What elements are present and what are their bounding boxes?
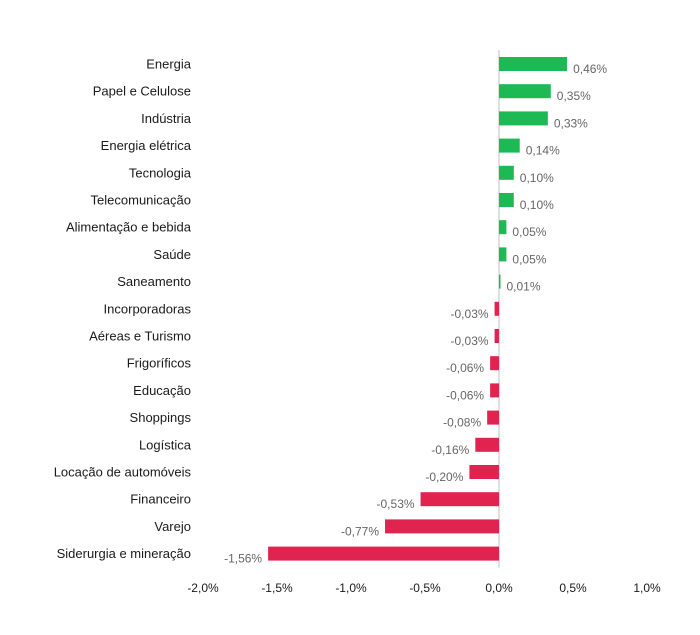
data-label: 0,14% bbox=[526, 144, 560, 158]
bar-3 bbox=[499, 138, 520, 153]
category-label: Educação bbox=[133, 383, 191, 398]
data-label: -0,20% bbox=[425, 470, 463, 484]
data-labels-group: 0,46% 0,35% 0,33% 0,14% 0,10% 0,10% 0,05% 0,05%… bbox=[224, 62, 607, 566]
category-label: Aéreas e Turismo bbox=[89, 329, 191, 344]
bar-13 bbox=[487, 410, 499, 425]
data-label: 0,10% bbox=[520, 171, 554, 185]
bar-4 bbox=[499, 165, 514, 180]
x-tick-label: 0,0% bbox=[485, 581, 513, 595]
bar-9 bbox=[494, 301, 499, 316]
bar-7 bbox=[499, 247, 507, 262]
bar-2 bbox=[499, 111, 548, 126]
data-label: 0,10% bbox=[520, 198, 554, 212]
category-label: Energia bbox=[146, 57, 192, 72]
category-label: Energia elétrica bbox=[101, 138, 192, 153]
bar-18 bbox=[268, 546, 499, 561]
x-tick-label: 1,0% bbox=[633, 581, 661, 595]
data-label: -0,03% bbox=[451, 307, 489, 321]
x-tick-label: 0,5% bbox=[559, 581, 587, 595]
data-label: -0,53% bbox=[377, 497, 415, 511]
category-label: Financeiro bbox=[130, 492, 191, 507]
data-label: -0,06% bbox=[446, 388, 484, 402]
bar-15 bbox=[469, 465, 499, 479]
bar-8 bbox=[499, 274, 501, 289]
category-label: Locação de automóveis bbox=[54, 465, 192, 480]
category-label: Telecomunicação bbox=[91, 193, 191, 208]
category-label: Saneamento bbox=[117, 274, 191, 289]
data-label: -1,56% bbox=[224, 552, 262, 566]
data-label: 0,05% bbox=[512, 225, 546, 239]
x-axis-tick-labels: -2,0% -1,5% -1,0% -0,5% 0,0% 0,5% 1,0% bbox=[187, 581, 661, 595]
category-label: Siderurgia e mineração bbox=[57, 546, 191, 561]
data-label: 0,33% bbox=[554, 116, 588, 130]
x-tick-label: -2,0% bbox=[187, 581, 219, 595]
category-label: Saúde bbox=[153, 247, 191, 262]
bar-17 bbox=[385, 519, 499, 534]
data-label: -0,16% bbox=[431, 443, 469, 457]
bars-group bbox=[268, 57, 568, 561]
bar-11 bbox=[490, 356, 499, 371]
x-tick-label: -0,5% bbox=[409, 581, 441, 595]
bar-10 bbox=[494, 329, 499, 343]
bar-6 bbox=[499, 220, 507, 235]
category-label: Incorporadoras bbox=[104, 301, 192, 316]
x-tick-label: -1,5% bbox=[261, 581, 293, 595]
bar-0 bbox=[499, 57, 568, 71]
data-label: 0,05% bbox=[512, 252, 546, 266]
data-label: 0,01% bbox=[506, 280, 540, 294]
category-label: Logística bbox=[139, 437, 192, 452]
data-label: -0,77% bbox=[341, 524, 379, 538]
category-label: Indústria bbox=[141, 111, 192, 126]
bar-5 bbox=[499, 193, 514, 207]
data-label: -0,08% bbox=[443, 416, 481, 430]
bar-16 bbox=[420, 492, 499, 507]
bar-1 bbox=[499, 84, 551, 99]
bar-12 bbox=[490, 383, 499, 398]
category-label: Shoppings bbox=[130, 410, 192, 425]
x-tick-label: -1,0% bbox=[335, 581, 367, 595]
category-labels-group: Energia Papel e Celulose Indústria Energia … bbox=[54, 57, 192, 562]
data-label: -0,03% bbox=[451, 334, 489, 348]
data-label: 0,46% bbox=[573, 62, 607, 76]
bar-14 bbox=[475, 437, 499, 452]
category-label: Frigoríficos bbox=[127, 356, 192, 371]
data-label: 0,35% bbox=[557, 89, 591, 103]
category-label: Alimentação e bebida bbox=[66, 220, 192, 235]
category-label: Varejo bbox=[154, 519, 191, 534]
category-label: Tecnologia bbox=[129, 165, 192, 180]
category-label: Papel e Celulose bbox=[93, 84, 191, 99]
data-label: -0,06% bbox=[446, 361, 484, 375]
